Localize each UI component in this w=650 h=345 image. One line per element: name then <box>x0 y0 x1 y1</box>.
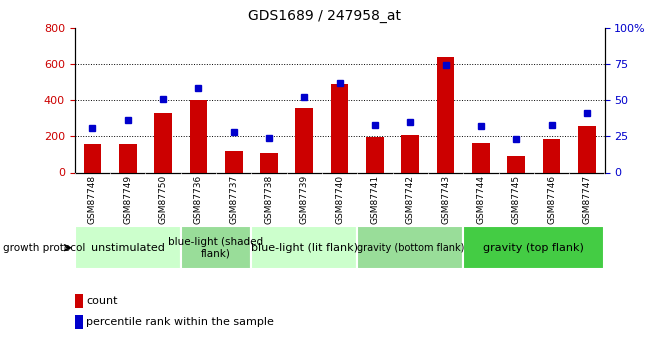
Bar <box>119 144 136 172</box>
Text: GSM87737: GSM87737 <box>229 175 238 225</box>
Bar <box>296 108 313 172</box>
Bar <box>463 226 604 269</box>
Text: GSM87750: GSM87750 <box>159 175 168 225</box>
Text: unstimulated: unstimulated <box>91 243 164 253</box>
Text: GSM87743: GSM87743 <box>441 175 450 224</box>
Bar <box>402 135 419 172</box>
Bar <box>75 294 83 308</box>
Text: GSM87740: GSM87740 <box>335 175 344 224</box>
Bar <box>543 139 560 172</box>
Text: GSM87739: GSM87739 <box>300 175 309 225</box>
Text: gravity (bottom flank): gravity (bottom flank) <box>357 243 464 253</box>
Text: blue-light (shaded
flank): blue-light (shaded flank) <box>168 237 264 258</box>
Bar <box>331 84 348 172</box>
Bar <box>578 126 595 172</box>
Text: GSM87741: GSM87741 <box>370 175 380 224</box>
Bar <box>84 144 101 172</box>
Text: GSM87747: GSM87747 <box>582 175 592 224</box>
Bar <box>181 226 252 269</box>
Text: gravity (top flank): gravity (top flank) <box>484 243 584 253</box>
Text: GSM87742: GSM87742 <box>406 175 415 224</box>
Bar <box>366 137 384 172</box>
Bar <box>508 156 525 172</box>
Bar <box>252 226 358 269</box>
Text: GSM87749: GSM87749 <box>124 175 132 224</box>
Text: count: count <box>86 296 118 306</box>
Bar <box>437 57 454 172</box>
Text: blue-light (lit flank): blue-light (lit flank) <box>251 243 358 253</box>
Text: GSM87745: GSM87745 <box>512 175 521 224</box>
Text: growth protocol: growth protocol <box>3 243 86 253</box>
Text: percentile rank within the sample: percentile rank within the sample <box>86 317 274 327</box>
Text: GSM87744: GSM87744 <box>476 175 486 224</box>
Bar <box>260 154 278 172</box>
Bar <box>154 113 172 172</box>
Text: GSM87738: GSM87738 <box>265 175 274 225</box>
Bar <box>472 142 489 172</box>
Text: GDS1689 / 247958_at: GDS1689 / 247958_at <box>248 9 402 23</box>
Bar <box>190 100 207 172</box>
Text: GSM87748: GSM87748 <box>88 175 97 224</box>
Text: GSM87736: GSM87736 <box>194 175 203 225</box>
Bar <box>358 226 463 269</box>
Bar <box>75 226 181 269</box>
Text: GSM87746: GSM87746 <box>547 175 556 224</box>
Bar <box>225 151 242 172</box>
Bar <box>75 315 83 329</box>
